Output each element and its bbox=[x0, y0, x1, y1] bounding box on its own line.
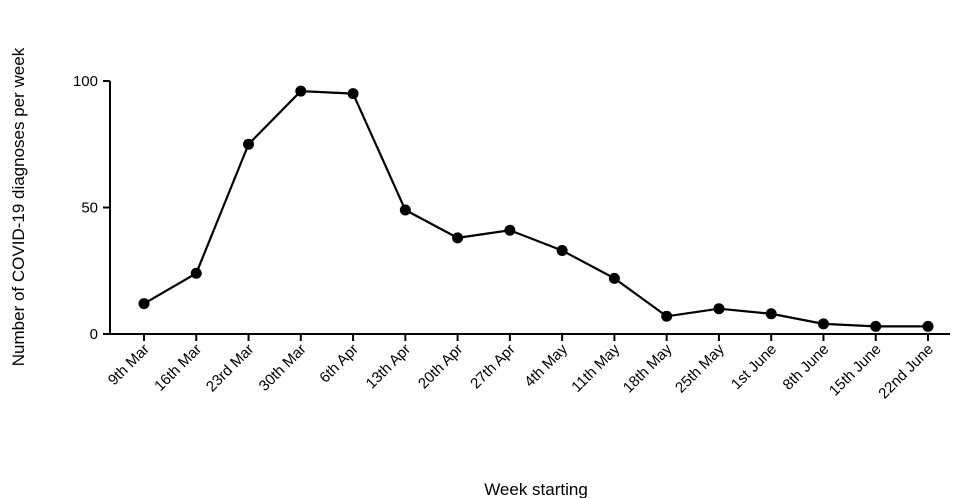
x-tick-label: 27th Apr bbox=[467, 341, 519, 393]
data-point bbox=[713, 303, 725, 315]
data-point bbox=[399, 204, 411, 216]
data-point bbox=[870, 320, 882, 332]
x-tick-label: 25th May bbox=[672, 340, 728, 396]
data-point bbox=[608, 272, 620, 284]
x-tick-label: 16th Mar bbox=[151, 341, 205, 395]
x-tick-label: 22nd June bbox=[875, 341, 937, 403]
x-tick-label: 11th May bbox=[568, 340, 623, 395]
x-tick-label: 8th June bbox=[780, 341, 833, 394]
data-point bbox=[138, 298, 150, 310]
data-point bbox=[190, 267, 202, 279]
x-tick-label: 30th Mar bbox=[256, 341, 310, 395]
series-layer bbox=[138, 85, 934, 332]
data-point bbox=[922, 320, 934, 332]
y-tick-label: 0 bbox=[90, 326, 98, 343]
x-tick-label: 18th May bbox=[620, 340, 676, 396]
x-tick-label: 6th Apr bbox=[316, 341, 362, 387]
data-point bbox=[556, 245, 568, 257]
x-tick-label: 9th Mar bbox=[105, 341, 153, 389]
y-axis: 0 50 100 bbox=[73, 73, 111, 343]
data-point bbox=[817, 318, 829, 330]
data-point bbox=[452, 232, 464, 244]
data-point bbox=[243, 138, 255, 150]
data-point bbox=[295, 85, 307, 97]
data-point bbox=[765, 308, 777, 320]
series-line bbox=[143, 90, 928, 328]
data-point bbox=[661, 310, 673, 322]
y-axis-title: Number of COVID-19 diagnoses per week bbox=[9, 47, 28, 366]
y-tick-label: 50 bbox=[81, 200, 98, 217]
y-tick-label: 100 bbox=[73, 73, 98, 90]
x-tick-label: 23rd Mar bbox=[203, 341, 257, 395]
x-tick-label: 4th May bbox=[521, 340, 571, 390]
x-tick-label: 1st June bbox=[728, 341, 780, 393]
data-point bbox=[504, 224, 516, 236]
x-tick-label: 13th Apr bbox=[363, 341, 415, 393]
x-axis-title: Week starting bbox=[484, 480, 588, 498]
data-point bbox=[347, 88, 359, 100]
x-tick-label: 20th Apr bbox=[415, 341, 467, 393]
